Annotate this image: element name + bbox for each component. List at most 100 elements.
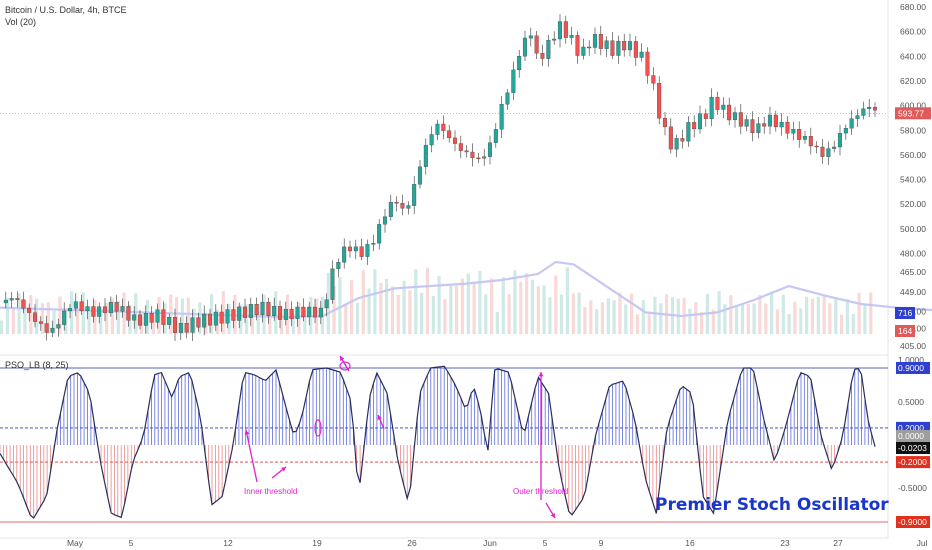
- candle-body[interactable]: [202, 313, 207, 328]
- candle-body[interactable]: [662, 118, 667, 128]
- candle-body[interactable]: [651, 75, 656, 84]
- candle-body[interactable]: [3, 299, 8, 304]
- candle-body[interactable]: [143, 313, 148, 326]
- candle-body[interactable]: [412, 184, 417, 206]
- candle-body[interactable]: [417, 166, 422, 185]
- candle-body[interactable]: [674, 138, 679, 150]
- candle-body[interactable]: [592, 34, 597, 48]
- candle-body[interactable]: [50, 327, 55, 333]
- candle-body[interactable]: [552, 38, 557, 41]
- candle-body[interactable]: [190, 317, 195, 333]
- candle-body[interactable]: [639, 51, 644, 58]
- candle-body[interactable]: [73, 301, 78, 309]
- candle-body[interactable]: [388, 202, 393, 217]
- candle-body[interactable]: [167, 317, 172, 325]
- candle-body[interactable]: [557, 21, 562, 40]
- candle-body[interactable]: [826, 148, 831, 157]
- candle-body[interactable]: [347, 246, 352, 252]
- candle-body[interactable]: [505, 92, 510, 105]
- candle-body[interactable]: [458, 143, 463, 151]
- candle-body[interactable]: [767, 114, 772, 127]
- candle-body[interactable]: [225, 309, 230, 324]
- candle-body[interactable]: [161, 309, 166, 325]
- candle-body[interactable]: [750, 119, 755, 133]
- candle-body[interactable]: [67, 308, 72, 312]
- candle-body[interactable]: [493, 129, 498, 143]
- candle-body[interactable]: [447, 130, 452, 139]
- candle-body[interactable]: [353, 246, 358, 252]
- candle-body[interactable]: [377, 224, 382, 244]
- candle-body[interactable]: [540, 53, 545, 59]
- candle-body[interactable]: [155, 309, 160, 323]
- candle-body[interactable]: [137, 314, 142, 326]
- candle-body[interactable]: [207, 313, 212, 326]
- candle-body[interactable]: [832, 146, 837, 149]
- candle-body[interactable]: [476, 157, 481, 160]
- candle-body[interactable]: [867, 106, 872, 109]
- candle-body[interactable]: [254, 304, 259, 316]
- candle-body[interactable]: [511, 69, 516, 93]
- candle-body[interactable]: [102, 306, 107, 314]
- candle-body[interactable]: [452, 137, 457, 144]
- candle-body[interactable]: [196, 317, 201, 328]
- candle-body[interactable]: [855, 115, 860, 119]
- candle-body[interactable]: [365, 244, 370, 257]
- candle-body[interactable]: [622, 41, 627, 51]
- candle-body[interactable]: [406, 205, 411, 209]
- candle-body[interactable]: [861, 108, 866, 116]
- candle-body[interactable]: [382, 216, 387, 225]
- candle-body[interactable]: [9, 298, 14, 301]
- candle-body[interactable]: [91, 306, 96, 317]
- candle-body[interactable]: [732, 112, 737, 121]
- candle-body[interactable]: [703, 113, 708, 119]
- candle-body[interactable]: [79, 301, 84, 311]
- candle-body[interactable]: [645, 51, 650, 76]
- candle-body[interactable]: [423, 144, 428, 167]
- candle-body[interactable]: [464, 150, 469, 153]
- candle-body[interactable]: [283, 309, 288, 320]
- candle-body[interactable]: [266, 301, 271, 316]
- candle-body[interactable]: [715, 96, 720, 110]
- candle-body[interactable]: [32, 312, 37, 322]
- candle-body[interactable]: [231, 309, 236, 321]
- candle-body[interactable]: [598, 34, 603, 49]
- candle-body[interactable]: [394, 202, 399, 204]
- candle-body[interactable]: [709, 96, 714, 119]
- candle-body[interactable]: [277, 306, 282, 320]
- candle-body[interactable]: [441, 123, 446, 131]
- candle-body[interactable]: [56, 324, 61, 329]
- candle-body[interactable]: [727, 104, 732, 121]
- candle-body[interactable]: [610, 40, 615, 56]
- candle-body[interactable]: [575, 35, 580, 56]
- candle-body[interactable]: [802, 136, 807, 140]
- candle-body[interactable]: [872, 106, 877, 111]
- candle-body[interactable]: [359, 246, 364, 257]
- candle-body[interactable]: [482, 156, 487, 159]
- candle-body[interactable]: [62, 310, 67, 325]
- candle-body[interactable]: [657, 83, 662, 119]
- candle-body[interactable]: [318, 307, 323, 318]
- candle-body[interactable]: [97, 306, 102, 317]
- candle-body[interactable]: [295, 306, 300, 319]
- candle-body[interactable]: [470, 151, 475, 159]
- candle-body[interactable]: [721, 104, 726, 110]
- candle-body[interactable]: [219, 311, 224, 324]
- candle-body[interactable]: [849, 118, 854, 129]
- candle-body[interactable]: [342, 246, 347, 263]
- candle-body[interactable]: [616, 41, 621, 56]
- candle-body[interactable]: [517, 56, 522, 71]
- candle-body[interactable]: [785, 121, 790, 134]
- candle-body[interactable]: [837, 133, 842, 148]
- candle-body[interactable]: [242, 306, 247, 318]
- candle-body[interactable]: [587, 46, 592, 49]
- candle-body[interactable]: [546, 40, 551, 59]
- candle-body[interactable]: [114, 302, 119, 312]
- candle-body[interactable]: [563, 21, 568, 38]
- candle-body[interactable]: [213, 311, 218, 326]
- candle-body[interactable]: [534, 35, 539, 54]
- candle-body[interactable]: [307, 306, 312, 317]
- candle-body[interactable]: [808, 136, 813, 147]
- candle-body[interactable]: [178, 323, 183, 333]
- candle-body[interactable]: [400, 203, 405, 209]
